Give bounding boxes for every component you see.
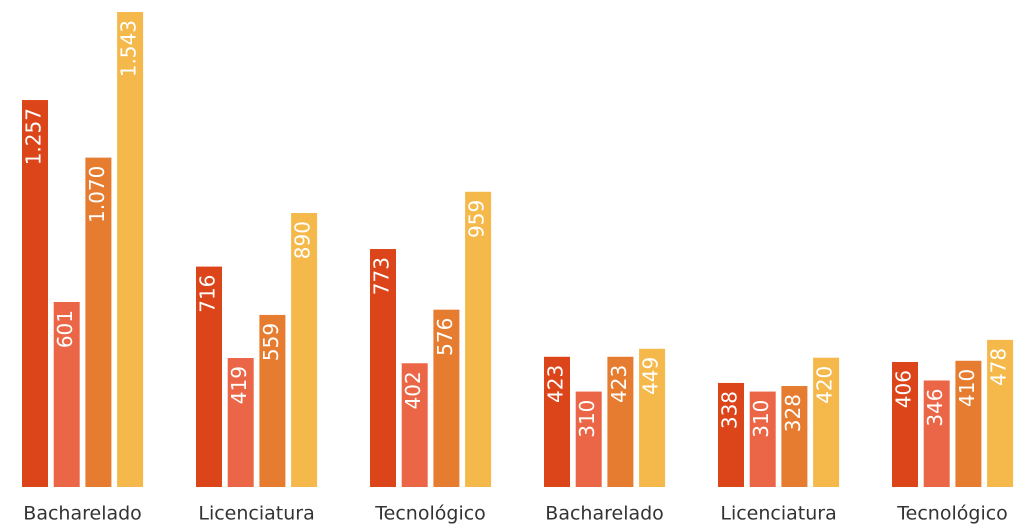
x-tick-label: Tecnológico bbox=[896, 503, 1008, 525]
value-label: 419 bbox=[227, 366, 251, 404]
value-label: 478 bbox=[987, 348, 1011, 386]
value-label: 410 bbox=[955, 369, 979, 407]
bar bbox=[575, 391, 602, 487]
bar bbox=[955, 360, 982, 487]
value-label: 402 bbox=[401, 371, 425, 409]
value-label: 420 bbox=[813, 366, 837, 404]
bar bbox=[813, 357, 840, 487]
bar bbox=[923, 380, 950, 487]
value-label: 716 bbox=[196, 275, 220, 313]
bar bbox=[544, 356, 570, 487]
value-label: 346 bbox=[923, 388, 947, 426]
value-label: 449 bbox=[639, 357, 663, 395]
value-label: 773 bbox=[370, 257, 394, 295]
bar bbox=[259, 314, 286, 487]
bar bbox=[117, 12, 144, 487]
value-label: 423 bbox=[544, 365, 568, 403]
bar bbox=[53, 301, 80, 487]
bar bbox=[370, 249, 396, 487]
bar bbox=[987, 339, 1014, 487]
bar bbox=[227, 358, 254, 487]
x-tick-label: Licenciatura bbox=[198, 503, 314, 525]
value-label: 338 bbox=[718, 391, 742, 429]
bar bbox=[749, 391, 776, 487]
bar bbox=[718, 382, 744, 487]
value-label: 406 bbox=[892, 370, 916, 408]
value-label: 310 bbox=[575, 400, 599, 438]
bar bbox=[892, 362, 918, 487]
value-label: 559 bbox=[259, 323, 283, 361]
value-label: 601 bbox=[53, 310, 77, 348]
value-label: 576 bbox=[433, 318, 457, 356]
bar bbox=[607, 356, 634, 487]
bar bbox=[781, 386, 808, 487]
bar bbox=[85, 157, 112, 488]
bar bbox=[465, 191, 492, 487]
value-label: 959 bbox=[465, 200, 489, 238]
value-label: 328 bbox=[781, 394, 805, 432]
x-tick-label: Licenciatura bbox=[720, 503, 836, 525]
x-tick-label: Tecnológico bbox=[374, 503, 486, 525]
value-label: 1.257 bbox=[22, 108, 46, 165]
x-tick-label: Bacharelado bbox=[23, 503, 142, 525]
value-label: 1.543 bbox=[117, 20, 141, 77]
value-label: 1.070 bbox=[85, 166, 109, 223]
bar bbox=[196, 266, 222, 487]
x-tick-label: Bacharelado bbox=[545, 503, 664, 525]
value-label: 890 bbox=[291, 221, 315, 259]
bar bbox=[22, 100, 48, 487]
bar bbox=[401, 363, 428, 487]
bar bbox=[433, 309, 460, 487]
bar bbox=[291, 213, 318, 487]
value-label: 310 bbox=[749, 400, 773, 438]
value-label: 423 bbox=[607, 365, 631, 403]
bar bbox=[639, 348, 666, 487]
